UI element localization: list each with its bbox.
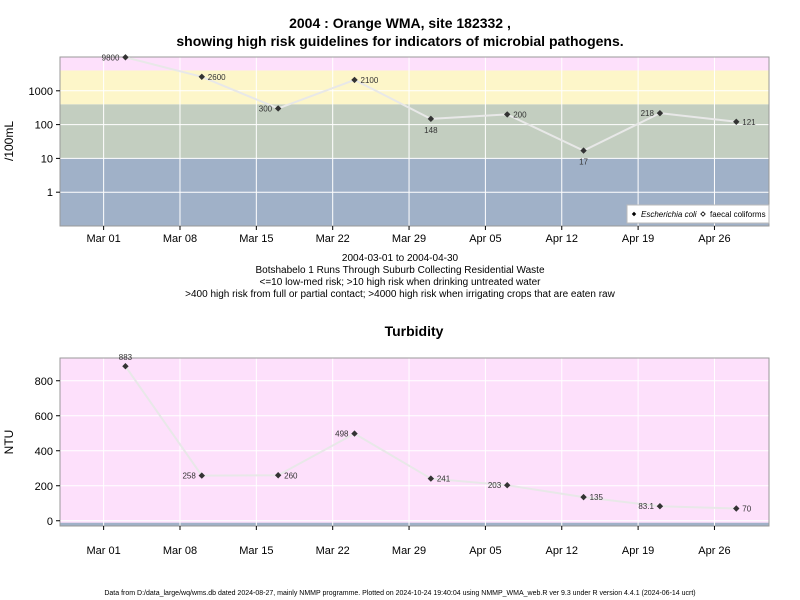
data-point	[122, 54, 129, 61]
x-tick-label: Apr 26	[698, 545, 730, 557]
x-tick-label: Mar 01	[87, 545, 121, 557]
y-tick-label: 100	[35, 120, 53, 132]
guideline-line-1: <=10 low-med risk; >10 high risk when dr…	[259, 277, 541, 288]
date-range: 2004-03-01 to 2004-04-30	[341, 253, 459, 264]
plot-background	[60, 358, 769, 526]
y-tick-label: 800	[35, 376, 53, 388]
guideline-line-2: >400 high risk from full or partial cont…	[185, 289, 615, 300]
band-high-risk-contact	[60, 70, 769, 105]
data-label: 258	[182, 472, 196, 481]
data-label: 135	[590, 493, 604, 502]
data-label: 121	[742, 118, 756, 127]
data-label: 218	[641, 109, 655, 118]
x-tick-label: Mar 08	[163, 545, 197, 557]
x-tick-label: Apr 05	[469, 545, 501, 557]
x-tick-label: Mar 22	[316, 545, 350, 557]
data-point	[580, 147, 587, 154]
y-tick-label: 600	[35, 411, 53, 423]
x-tick-label: Mar 01	[87, 233, 121, 245]
x-tick-label: Apr 26	[698, 233, 730, 245]
x-tick-label: Mar 29	[392, 233, 426, 245]
data-point	[733, 505, 740, 512]
data-label: 883	[119, 353, 133, 362]
turbidity-title: Turbidity	[385, 323, 444, 339]
chart-title-line2: showing high risk guidelines for indicat…	[176, 33, 624, 49]
footer-note: Data from D:/data_large/wq/wms.db dated …	[104, 590, 696, 597]
plot-frame	[59, 56, 770, 227]
band-low	[60, 522, 769, 526]
data-label: 70	[742, 505, 751, 514]
data-point	[427, 475, 435, 482]
data-point	[656, 109, 664, 117]
legend-marker-e-coli	[631, 211, 637, 217]
data-point	[274, 472, 282, 479]
x-tick-label: Mar 29	[392, 545, 426, 557]
data-label: 200	[513, 110, 527, 119]
data-point	[580, 493, 587, 501]
data-point	[351, 76, 358, 84]
legend-box	[626, 204, 770, 224]
data-label: 203	[488, 481, 502, 490]
x-tick-label: Apr 05	[469, 233, 501, 245]
y-tick-label: 10	[41, 153, 53, 165]
band-high-risk-drinking	[60, 104, 769, 159]
data-label: 148	[424, 126, 438, 135]
y-tick-label: 0	[47, 516, 53, 528]
data-point	[274, 105, 282, 112]
y-tick-label: 1	[47, 187, 53, 199]
x-tick-label: Mar 22	[316, 233, 350, 245]
data-label: 498	[335, 430, 349, 439]
y-tick-label: 1000	[29, 86, 53, 98]
data-point	[504, 111, 511, 118]
band-high-risk-irrigation	[60, 57, 769, 71]
data-point	[427, 115, 435, 123]
data-label: 300	[259, 104, 273, 113]
legend-label-e-coli: Escherichia coli	[641, 210, 697, 219]
plot-frame	[59, 357, 770, 527]
data-point	[198, 472, 205, 479]
x-tick-label: Apr 19	[622, 545, 654, 557]
x-tick-label: Apr 12	[546, 545, 578, 557]
x-tick-label: Mar 15	[239, 233, 273, 245]
data-label: 17	[579, 158, 588, 167]
x-tick-label: Apr 12	[546, 233, 578, 245]
data-label: 2600	[208, 73, 226, 82]
y-tick-label: 400	[35, 446, 53, 458]
x-tick-label: Mar 15	[239, 545, 273, 557]
data-label: 260	[284, 471, 298, 480]
data-point	[198, 73, 205, 80]
x-tick-label: Apr 19	[622, 233, 654, 245]
microbial-chart: Mar 01 Mar 08 Mar 15 Mar 22 Mar 29 Apr 05 Apr …	[2, 53, 770, 245]
data-label: 241	[437, 475, 451, 484]
y-tick-label: 200	[35, 481, 53, 493]
data-point	[504, 482, 511, 489]
data-point	[122, 363, 129, 370]
data-point	[733, 118, 740, 126]
site-description: Botshabelo 1 Runs Through Suburb Collect…	[255, 265, 545, 276]
data-point	[351, 430, 358, 437]
legend-marker-faecal-coliforms	[700, 211, 706, 217]
data-point	[656, 503, 664, 510]
y-axis-label: NTU	[2, 430, 16, 455]
y-axis-label: /100mL	[2, 121, 16, 161]
data-label: 9800	[102, 53, 120, 62]
data-label: 2100	[361, 76, 379, 85]
x-tick-label: Mar 08	[163, 233, 197, 245]
chart-title-line1: 2004 : Orange WMA, site 182332 ,	[289, 15, 511, 31]
data-label: 83.1	[638, 502, 654, 511]
legend-label-faecal-coliforms: faecal coliforms	[710, 210, 766, 219]
